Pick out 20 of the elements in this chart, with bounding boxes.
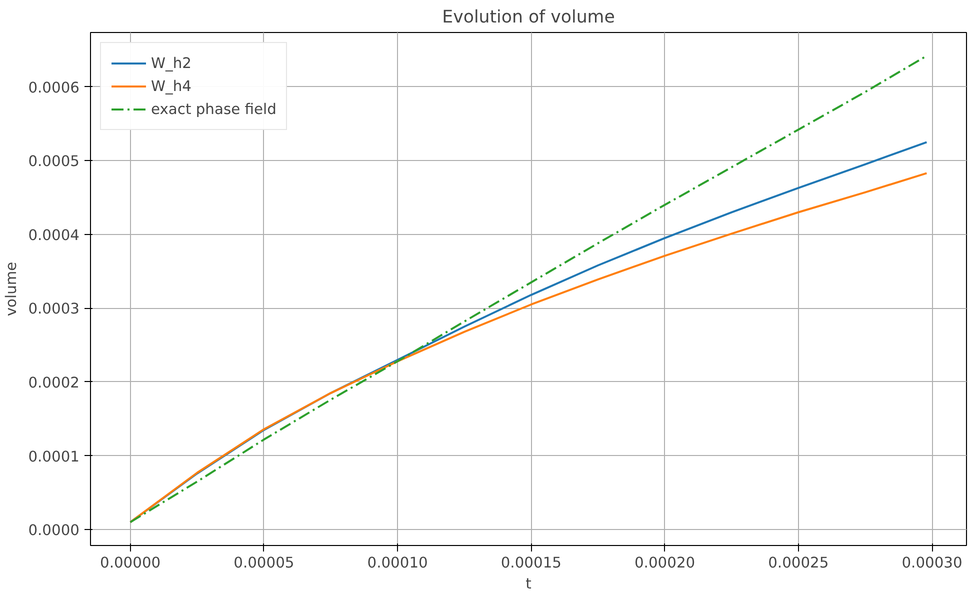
x-tick-label: 0.00010 — [367, 554, 428, 572]
x-tick-label: 0.00005 — [234, 554, 294, 572]
x-tick-label: 0.00000 — [100, 554, 161, 572]
y-tick-label: 0.0004 — [28, 226, 80, 244]
x-tick-label: 0.00020 — [634, 554, 696, 572]
y-tick-label: 0.0001 — [28, 448, 80, 466]
legend-label: W_h2 — [151, 54, 192, 72]
y-tick-label: 0.0002 — [28, 374, 80, 392]
y-tick-label: 0.0006 — [28, 79, 80, 96]
x-tick-label: 0.00015 — [500, 554, 562, 572]
legend-label: exact phase field — [151, 100, 276, 118]
y-tick-label: 0.0000 — [28, 522, 80, 540]
x-tick-label: 0.00030 — [902, 554, 962, 572]
y-tick-label: 0.0003 — [28, 300, 80, 318]
x-tick-label: 0.00025 — [768, 554, 829, 572]
x-axis-title: t — [526, 576, 532, 592]
y-axis-title: volume — [3, 262, 20, 316]
chart-title: Evolution of volume — [442, 8, 615, 28]
y-tick-label: 0.0005 — [28, 153, 80, 170]
legend-label: W_h4 — [151, 78, 192, 94]
